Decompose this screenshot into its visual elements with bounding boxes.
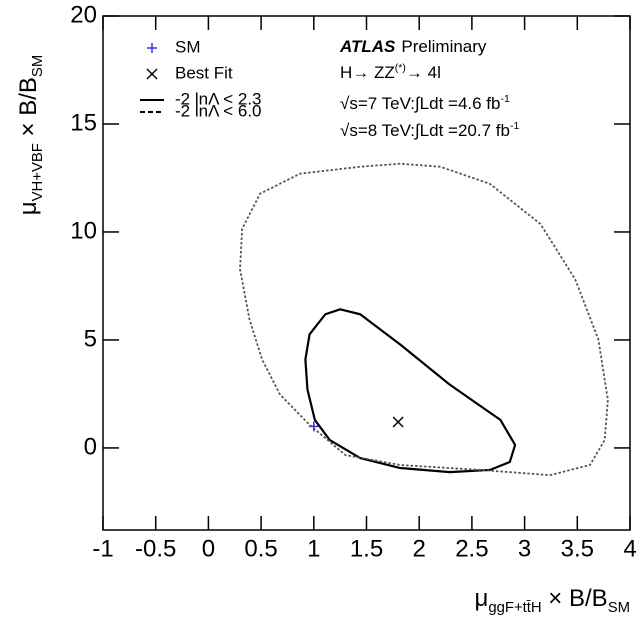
- legend-marker: [147, 43, 157, 53]
- legend-label: -2 lnΛ < 6.0: [175, 101, 262, 120]
- script-text: SM: [30, 55, 46, 77]
- x-tick-label: 0.5: [244, 535, 277, 562]
- experiment: ATLAS: [339, 37, 396, 56]
- contour-line: [239, 162, 609, 477]
- x-tick-label: -1: [92, 535, 113, 562]
- legend-label: SM: [175, 37, 201, 56]
- y-tick-label: 15: [70, 109, 97, 136]
- y-tick-label: 0: [84, 433, 97, 460]
- label-text: μ: [15, 201, 42, 215]
- y-tick-label: 5: [84, 325, 97, 352]
- script-text: (*): [395, 62, 406, 74]
- y-axis-label: μVH+VBF × B/BSM: [15, 55, 46, 215]
- script-text: SM: [608, 600, 630, 616]
- x-axis-label: μggF+tt̄H × B/BSM: [474, 585, 630, 616]
- script-text: -1: [501, 93, 511, 105]
- status: Preliminary: [401, 37, 487, 56]
- annotation: H→ ZZ(*)→ 4l: [340, 62, 441, 83]
- contour-line: [304, 308, 517, 474]
- label-text: × B/B: [15, 77, 42, 143]
- x-tick-label: 2: [413, 535, 426, 562]
- label-text: × B/B: [542, 585, 608, 612]
- x-tick-label: 3.5: [561, 535, 594, 562]
- annotation: √s=8 TeV:∫Ldt =20.7 fb-1: [340, 120, 519, 141]
- legend-label: -2 lnΛ < 2.3: [175, 89, 262, 108]
- x-tick-label: 4: [623, 535, 636, 562]
- annotation: ATLAS Preliminary: [339, 37, 487, 56]
- legend-marker: [146, 68, 158, 80]
- label-text: √s=8 TeV:∫Ldt =20.7 fb: [340, 121, 510, 140]
- x-tick-label: 0: [202, 535, 215, 562]
- label-text: → 4l: [406, 63, 441, 82]
- point: [392, 416, 404, 428]
- script-text: VH+VBF: [30, 143, 46, 201]
- script-text: -1: [510, 120, 520, 132]
- label-text: √s=7 TeV:∫Ldt =4.6 fb: [340, 94, 501, 113]
- legend-label: Best Fit: [175, 63, 233, 82]
- x-tick-label: 1.5: [350, 535, 383, 562]
- annotation: √s=7 TeV:∫Ldt =4.6 fb-1: [340, 93, 510, 114]
- y-tick-label: 10: [70, 217, 97, 244]
- x-tick-label: 3: [518, 535, 531, 562]
- x-tick-label: 2.5: [455, 535, 488, 562]
- label-text: μ: [474, 585, 488, 612]
- label-text: H→ ZZ: [340, 63, 395, 82]
- x-tick-label: 1: [307, 535, 320, 562]
- script-text: ggF+tt̄H: [488, 600, 541, 616]
- y-tick-label: 20: [70, 1, 97, 28]
- x-tick-label: -0.5: [135, 535, 176, 562]
